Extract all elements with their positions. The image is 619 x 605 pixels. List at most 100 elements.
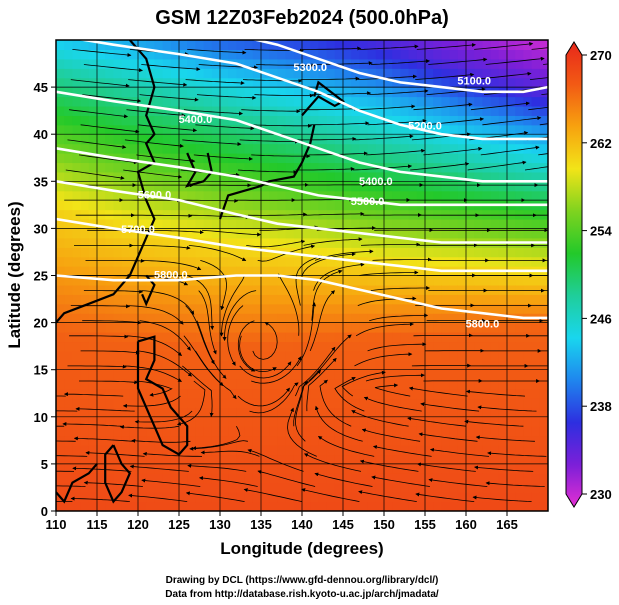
temperature-cell: [400, 58, 410, 69]
streamline: [251, 154, 311, 159]
temperature-cell: [408, 482, 418, 493]
temperature-cell: [539, 397, 548, 408]
temperature-cell: [195, 275, 205, 286]
temperature-cell: [72, 256, 82, 267]
temperature-cell: [72, 416, 82, 427]
temperature-cell: [154, 303, 164, 314]
temperature-cell: [384, 87, 393, 98]
temperature-cell: [318, 96, 328, 107]
temperature-cell: [466, 313, 475, 324]
temperature-cell: [228, 218, 237, 229]
temperature-cell: [466, 77, 475, 88]
temperature-cell: [252, 341, 262, 352]
temperature-cell: [187, 379, 196, 390]
streamline: [182, 139, 242, 147]
temperature-cell: [416, 445, 426, 456]
temperature-cell: [433, 426, 442, 437]
temperature-cell: [220, 463, 229, 474]
temperature-cell: [228, 200, 237, 211]
temperature-cell: [474, 303, 483, 314]
temperature-cell: [343, 360, 352, 371]
temperature-cell: [154, 134, 164, 145]
temperature-cell: [490, 360, 500, 371]
temperature-cell: [507, 473, 516, 484]
temperature-cell: [179, 426, 188, 437]
temperature-cell: [425, 77, 434, 88]
temperature-cell: [285, 256, 295, 267]
temperature-cell: [310, 143, 319, 154]
streamline: [201, 229, 262, 237]
temperature-cell: [277, 379, 287, 390]
temperature-cell: [310, 463, 319, 474]
temperature-cell: [523, 294, 533, 305]
temperature-cell: [154, 332, 164, 343]
temperature-cell: [252, 247, 262, 258]
temperature-cell: [170, 388, 180, 399]
temperature-cell: [162, 77, 172, 88]
temperature-cell: [384, 473, 393, 484]
temperature-cell: [466, 124, 475, 135]
temperature-cell: [220, 369, 229, 380]
temperature-cell: [220, 275, 229, 286]
temperature-cell: [539, 332, 548, 343]
temperature-cell: [269, 416, 278, 427]
temperature-cell: [343, 416, 352, 427]
temperature-cell: [170, 209, 180, 220]
temperature-cell: [375, 256, 385, 267]
temperature-cell: [220, 124, 229, 135]
temperature-cell: [384, 40, 393, 51]
temperature-cell: [490, 435, 500, 446]
temperature-cell: [367, 482, 377, 493]
temperature-cell: [138, 124, 147, 135]
streamline: [480, 145, 540, 156]
temperature-cell: [64, 407, 73, 418]
temperature-cell: [211, 341, 221, 352]
temperature-cell: [498, 350, 508, 361]
temperature-cell: [97, 445, 106, 456]
temperature-cell: [277, 68, 287, 79]
temperature-cell: [531, 303, 541, 314]
temperature-cell: [457, 209, 467, 220]
temperature-cell: [105, 341, 114, 352]
temperature-cell: [228, 96, 237, 107]
temperature-cell: [490, 473, 500, 484]
temperature-cell: [252, 256, 262, 267]
temperature-cell: [88, 379, 98, 390]
temperature-cell: [466, 454, 475, 465]
temperature-cell: [269, 275, 278, 286]
coastline: [56, 463, 98, 504]
temperature-cell: [121, 407, 131, 418]
temperature-cell: [408, 350, 418, 361]
temperature-cell: [515, 143, 524, 154]
temperature-cell: [113, 68, 123, 79]
temperature-cell: [220, 228, 229, 239]
temperature-cell: [285, 341, 295, 352]
temperature-cell: [105, 492, 114, 503]
temperature-cell: [293, 322, 303, 333]
temperature-cell: [244, 473, 254, 484]
temperature-cell: [277, 162, 287, 173]
temperature-cell: [236, 68, 246, 79]
temperature-cell: [228, 360, 237, 371]
temperature-cell: [56, 303, 65, 314]
temperature-cell: [187, 190, 196, 201]
temperature-cell: [425, 190, 434, 201]
temperature-cell: [433, 68, 442, 79]
temperature-cell: [97, 58, 106, 69]
temperature-cell: [129, 341, 139, 352]
temperature-cell: [400, 454, 410, 465]
contour-label: 5400.0: [179, 114, 213, 126]
temperature-cell: [170, 379, 180, 390]
temperature-cell: [64, 435, 73, 446]
streamline: [423, 146, 483, 156]
temperature-cell: [236, 162, 246, 173]
temperature-cell: [203, 492, 213, 503]
temperature-cell: [105, 322, 114, 333]
temperature-cell: [236, 341, 246, 352]
temperature-cell: [400, 482, 410, 493]
temperature-cell: [72, 247, 82, 258]
temperature-cell: [408, 284, 418, 295]
temperature-cell: [392, 435, 401, 446]
temperature-cell: [474, 322, 483, 333]
temperature-cell: [384, 426, 393, 437]
